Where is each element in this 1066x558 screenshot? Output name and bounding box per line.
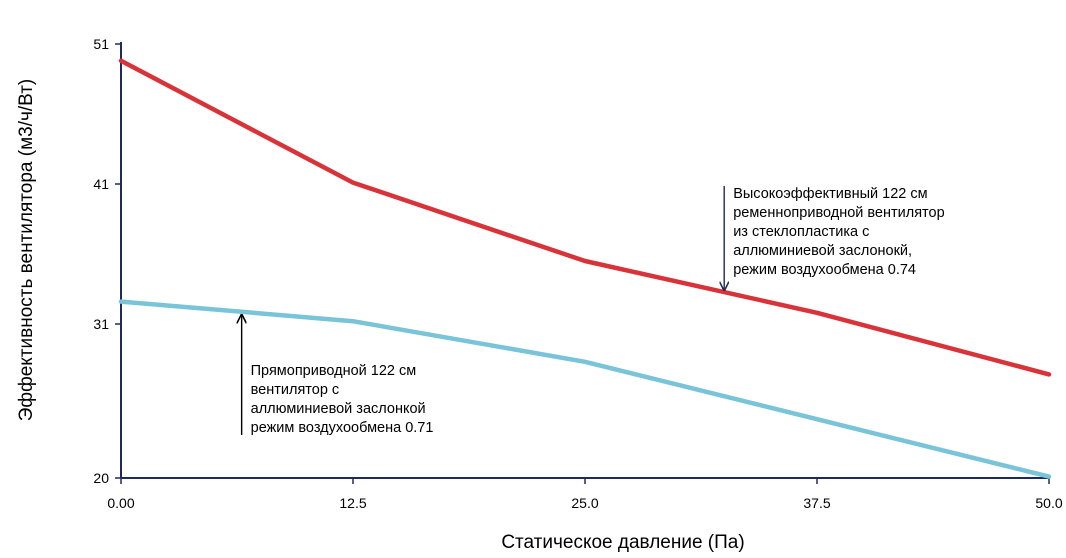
series-line-1 bbox=[118, 58, 1052, 377]
annotation-high-efficiency-line: из стеклопластика с bbox=[733, 224, 869, 240]
y-ticks: 20 31 41 51 bbox=[93, 36, 121, 486]
x-tick-label: 12.5 bbox=[339, 495, 366, 511]
annotation-high-efficiency-line: режим воздухообмена 0.74 bbox=[733, 262, 916, 278]
x-tick-label: 50.0 bbox=[1035, 495, 1062, 511]
annotation-direct-drive-line: режим воздухообмена 0.71 bbox=[251, 420, 434, 436]
y-tick-label: 31 bbox=[93, 316, 109, 332]
annotation-high-efficiency-line: аллюминиевой заслонокй, bbox=[733, 243, 912, 259]
y-axis-title: Эффективность вентилятора (м3/ч/Вт) bbox=[16, 79, 37, 421]
annotation-high-efficiency-line: ременноприводной вентилятор bbox=[733, 205, 944, 221]
series-layer bbox=[118, 58, 1052, 479]
x-tick-label: 0.00 bbox=[107, 495, 134, 511]
annotation-direct-drive-line: вентилятор с bbox=[251, 382, 340, 398]
annotation-direct-drive-line: аллюминиевой заслонкой bbox=[251, 401, 426, 417]
y-tick-label: 41 bbox=[93, 176, 109, 192]
x-tick-label: 25.0 bbox=[571, 495, 598, 511]
y-tick-label: 51 bbox=[93, 36, 109, 52]
x-axis-title: Статическое давление (Па) bbox=[501, 532, 744, 553]
y-tick-label: 20 bbox=[93, 470, 109, 486]
annotation-layer: Высокоэффективный 122 см ременноприводной… bbox=[242, 186, 945, 436]
annotation-direct-drive-line: Прямоприводной 122 см bbox=[251, 363, 417, 379]
series-line-2 bbox=[118, 299, 1052, 479]
x-tick-label: 37.5 bbox=[803, 495, 830, 511]
annotation-high-efficiency-line: Высокоэффективный 122 см bbox=[733, 186, 927, 202]
x-ticks: 0.00 12.5 25.0 37.5 50.0 bbox=[107, 478, 1063, 511]
